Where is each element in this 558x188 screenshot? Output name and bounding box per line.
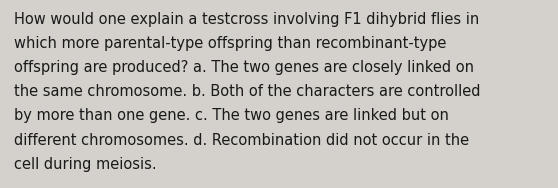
Text: How would one explain a testcross involving F1 dihybrid flies in: How would one explain a testcross involv… [14,12,479,27]
Text: offspring are produced? a. The two genes are closely linked on: offspring are produced? a. The two genes… [14,60,474,75]
Text: which more parental-type offspring than recombinant-type: which more parental-type offspring than … [14,36,446,51]
Text: the same chromosome. b. Both of the characters are controlled: the same chromosome. b. Both of the char… [14,84,480,99]
Text: different chromosomes. d. Recombination did not occur in the: different chromosomes. d. Recombination … [14,133,469,148]
Text: by more than one gene. c. The two genes are linked but on: by more than one gene. c. The two genes … [14,108,449,124]
Text: cell during meiosis.: cell during meiosis. [14,157,157,172]
